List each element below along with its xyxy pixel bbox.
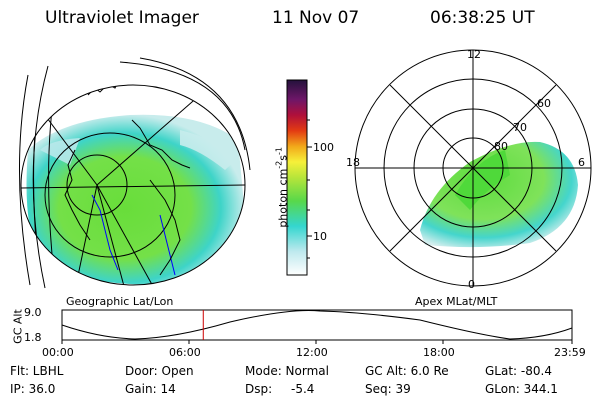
dsp-status-label: Dsp: — [245, 382, 273, 396]
mode-status: Mode: Normal — [245, 364, 329, 378]
color-bar — [286, 79, 312, 276]
time-label: 06:38:25 UT — [430, 8, 535, 28]
ip-status: IP: 36.0 — [10, 382, 56, 396]
glon-status: GLon: 344.1 — [485, 382, 558, 396]
mlat-label-60: 60 — [537, 97, 551, 110]
altitude-ylabel: GC Alt — [11, 309, 25, 344]
altitude-ytick-9: 9.0 — [24, 306, 42, 319]
polar-panel — [354, 49, 592, 287]
door-status: Door: Open — [125, 364, 194, 378]
altitude-plot — [61, 309, 573, 344]
filter-status: Flt: LBHL — [10, 364, 64, 378]
altitude-xtick-0000: 00:00 — [42, 346, 74, 359]
geographic-panel — [18, 57, 251, 289]
dsp-status-value: -5.4 — [291, 382, 315, 396]
date-label: 11 Nov 07 — [272, 8, 360, 28]
altitude-xtick-1200: 12:00 — [296, 346, 328, 359]
mlat-label-80: 80 — [494, 140, 508, 153]
glat-status: GLat: -80.4 — [485, 364, 552, 378]
altitude-xtick-2359: 23:59 — [554, 346, 586, 359]
mlt-label-6: 6 — [578, 156, 585, 169]
colorbar-tick-100: 100 — [313, 141, 334, 154]
colorbar-unit-label: photon cm-2s-1 — [274, 147, 290, 228]
mlt-label-12: 12 — [467, 48, 481, 61]
seq-status: Seq: 39 — [365, 382, 411, 396]
polar-panel-label: Apex MLat/MLT — [415, 295, 498, 308]
altitude-xtick-1800: 18:00 — [423, 346, 455, 359]
altitude-xtick-0600: 06:00 — [169, 346, 201, 359]
gc-alt-status: GC Alt: 6.0 Re — [365, 364, 449, 378]
instrument-title: Ultraviolet Imager — [45, 8, 199, 28]
mlt-label-0: 0 — [468, 278, 475, 291]
altitude-curve — [61, 309, 573, 340]
left-aurora-image — [26, 114, 245, 285]
altitude-ytick-1-8: 1.8 — [24, 331, 42, 344]
gain-status: Gain: 14 — [125, 382, 176, 396]
colorbar-tick-10: 10 — [313, 230, 327, 243]
polar-grid — [354, 49, 592, 287]
geographic-panel-label: Geographic Lat/Lon — [66, 295, 174, 308]
mlt-label-18: 18 — [346, 156, 360, 169]
coastlines — [64, 85, 191, 276]
mlat-label-70: 70 — [513, 121, 527, 134]
